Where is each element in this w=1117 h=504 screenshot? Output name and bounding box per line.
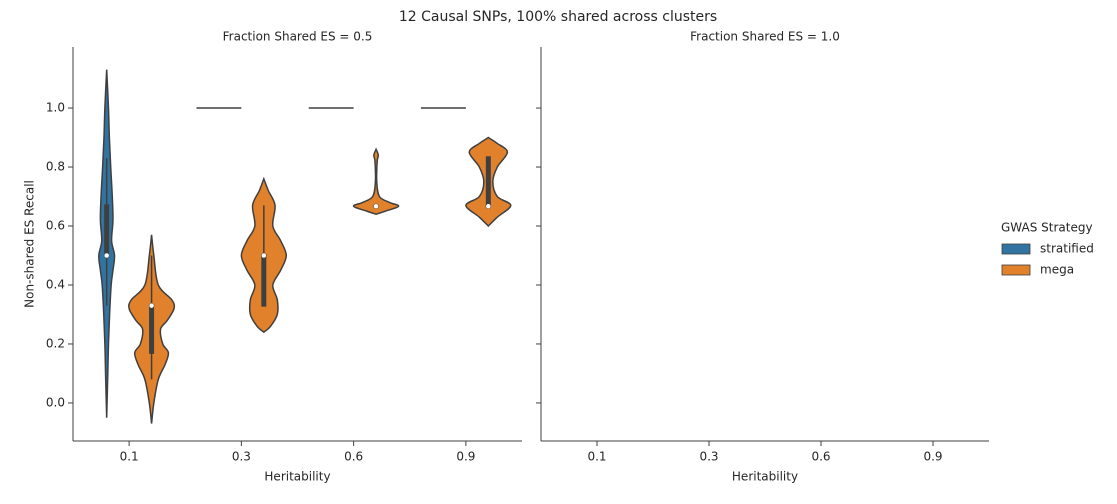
box	[149, 304, 155, 354]
box	[485, 156, 491, 208]
x-axis-label: Heritability	[732, 470, 798, 484]
legend-label: stratified	[1040, 242, 1094, 256]
y-tick-label: 0.0	[46, 395, 65, 409]
median	[373, 203, 379, 210]
x-tick-label: 0.9	[923, 450, 942, 464]
legend-title: GWAS Strategy	[1001, 221, 1093, 235]
facet-title: Fraction Shared ES = 1.0	[690, 30, 840, 44]
y-tick-label: 1.0	[46, 101, 65, 115]
x-tick-label: 0.3	[699, 450, 718, 464]
x-tick-label: 0.6	[344, 450, 363, 464]
x-tick-label: 0.3	[232, 450, 251, 464]
y-tick-label: 0.6	[46, 219, 65, 233]
x-tick-label: 0.6	[811, 450, 830, 464]
box	[104, 204, 110, 257]
x-tick-label: 0.1	[587, 450, 606, 464]
y-tick-label: 0.4	[46, 277, 65, 291]
median	[103, 252, 110, 259]
legend-swatch	[1001, 243, 1031, 255]
y-tick-label: 0.2	[46, 336, 65, 350]
y-tick-label: 0.8	[46, 160, 65, 174]
box	[261, 254, 267, 307]
y-axis-label: Non-shared ES Recall	[23, 180, 37, 308]
facet-title: Fraction Shared ES = 0.5	[223, 30, 373, 44]
median	[261, 252, 267, 259]
violin	[352, 147, 400, 216]
median	[485, 203, 492, 210]
x-tick-label: 0.1	[120, 450, 139, 464]
x-axis-label: Heritability	[264, 470, 330, 484]
x-tick-label: 0.9	[456, 450, 475, 464]
legend-swatch	[1001, 264, 1031, 276]
chart-title: 12 Causal SNPs, 100% shared across clust…	[399, 9, 717, 25]
legend-label: mega	[1040, 263, 1074, 277]
median	[148, 302, 155, 309]
